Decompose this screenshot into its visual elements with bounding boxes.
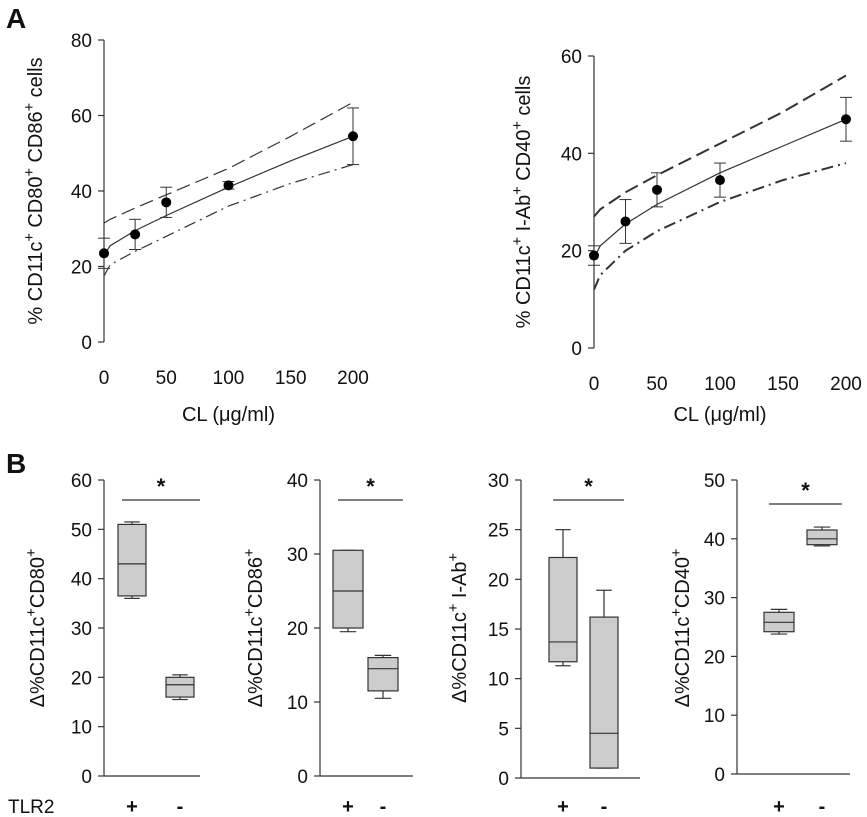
data-point <box>99 248 109 259</box>
x-category-label: + <box>126 796 138 817</box>
y-tick-label: 20 <box>287 619 308 640</box>
significance-marker: * <box>584 474 593 499</box>
y-tick-label: 0 <box>498 769 509 790</box>
y-tick-label: 20 <box>704 647 725 668</box>
data-point <box>715 175 725 186</box>
box-chart-3: 0 5 10 15 20 25 30 + - * <box>488 471 640 817</box>
y-tick-label: 10 <box>71 718 92 739</box>
data-point <box>161 197 172 208</box>
y-tick-label: 30 <box>71 619 92 640</box>
x-category-label: + <box>342 796 354 817</box>
data-point <box>589 250 599 261</box>
box <box>117 523 147 597</box>
y-tick-label: 30 <box>488 471 509 492</box>
x-tick-label: 150 <box>767 374 799 395</box>
line-chart-2: 0 20 40 60 0 50 100 150 200 CL (μg/ml) <box>561 47 862 426</box>
y-tick-label: 50 <box>71 520 92 541</box>
x-tick-label: 0 <box>99 368 110 389</box>
x-tick-label: 0 <box>589 374 600 395</box>
y-tick-label: 40 <box>704 530 725 551</box>
significance-marker: * <box>801 478 810 503</box>
y-tick-label: 0 <box>714 765 725 786</box>
panel-label-a: A <box>6 3 26 34</box>
x-tick-label: 50 <box>646 374 667 395</box>
tlr2-row-label: TLR2 <box>8 797 54 817</box>
y-axis-label: % CD11c+ CD80+ CD86+ cells <box>22 57 47 324</box>
y-tick-label: 30 <box>704 589 725 610</box>
x-axis-label: CL (μg/ml) <box>182 404 275 426</box>
y-tick-label: 50 <box>704 471 725 492</box>
upper-confidence-band <box>103 101 354 224</box>
fit-curve <box>103 135 354 256</box>
x-category-label: - <box>380 796 387 817</box>
y-tick-label: 30 <box>287 545 308 566</box>
box-chart-2: 0 10 20 30 40 + - * <box>287 471 413 817</box>
line-chart-1: 0 20 40 60 80 0 50 100 150 200 CL (μg/ml) <box>71 31 369 426</box>
box <box>332 549 364 629</box>
x-tick-label: 100 <box>213 368 245 389</box>
y-axis-label: % CD11c+ I-Ab+ CD40+ cells <box>510 76 535 329</box>
data-point <box>652 184 662 195</box>
box <box>548 556 578 663</box>
y-tick-label: 20 <box>561 242 582 263</box>
y-axis-label: Δ%CD11c+CD40+ <box>669 549 694 708</box>
x-tick-label: 50 <box>156 368 177 389</box>
x-category-label: + <box>773 796 785 817</box>
data-point <box>620 216 631 227</box>
y-tick-label: 40 <box>561 144 582 165</box>
x-tick-label: 100 <box>704 374 736 395</box>
x-category-label: - <box>601 796 608 817</box>
box <box>367 656 399 692</box>
y-tick-label: 10 <box>704 706 725 727</box>
y-tick-label: 10 <box>287 693 308 714</box>
box <box>589 616 619 769</box>
box <box>165 676 195 698</box>
y-tick-label: 0 <box>81 333 92 354</box>
panel-label-b: B <box>6 448 26 479</box>
x-tick-label: 200 <box>337 368 369 389</box>
x-axis-label: CL (μg/ml) <box>673 404 766 426</box>
y-tick-label: 0 <box>297 767 308 788</box>
data-point <box>841 114 851 125</box>
y-tick-label: 60 <box>71 471 92 492</box>
y-axis-label: Δ%CD11c+CD86+ <box>242 549 267 708</box>
y-tick-label: 15 <box>488 620 509 641</box>
x-category-label: + <box>557 796 569 817</box>
y-tick-label: 20 <box>71 668 92 689</box>
y-tick-label: 20 <box>488 570 509 591</box>
y-tick-label: 40 <box>71 570 92 591</box>
y-tick-label: 60 <box>71 107 92 128</box>
box-chart-4: 0 10 20 30 40 50 + - * <box>704 471 850 817</box>
data-point <box>348 131 358 142</box>
x-category-label: - <box>819 796 826 817</box>
y-tick-label: 40 <box>287 471 308 492</box>
y-tick-label: 60 <box>561 47 582 68</box>
y-tick-label: 5 <box>498 719 509 740</box>
y-tick-label: 40 <box>71 182 92 203</box>
y-tick-label: 80 <box>71 31 92 52</box>
lower-confidence-band <box>593 162 847 290</box>
upper-confidence-band <box>593 74 847 218</box>
y-tick-label: 10 <box>488 670 509 691</box>
y-axis-label: Δ%CD11c+ I-Ab+ <box>446 553 471 703</box>
box-chart-1: 0 10 20 30 40 50 60 + - * <box>71 471 200 817</box>
box <box>806 529 838 546</box>
x-tick-label: 150 <box>275 368 307 389</box>
significance-marker: * <box>366 474 375 499</box>
y-tick-label: 25 <box>488 521 509 542</box>
significance-marker: * <box>157 474 166 499</box>
data-point <box>223 180 234 191</box>
y-tick-label: 20 <box>71 258 92 279</box>
y-axis-label: Δ%CD11c+CD80+ <box>24 549 49 708</box>
x-category-label: - <box>177 796 184 817</box>
data-point <box>130 229 141 240</box>
x-tick-label: 200 <box>830 374 862 395</box>
y-tick-label: 0 <box>571 339 582 360</box>
lower-confidence-band <box>103 164 354 277</box>
y-tick-label: 0 <box>81 767 92 788</box>
